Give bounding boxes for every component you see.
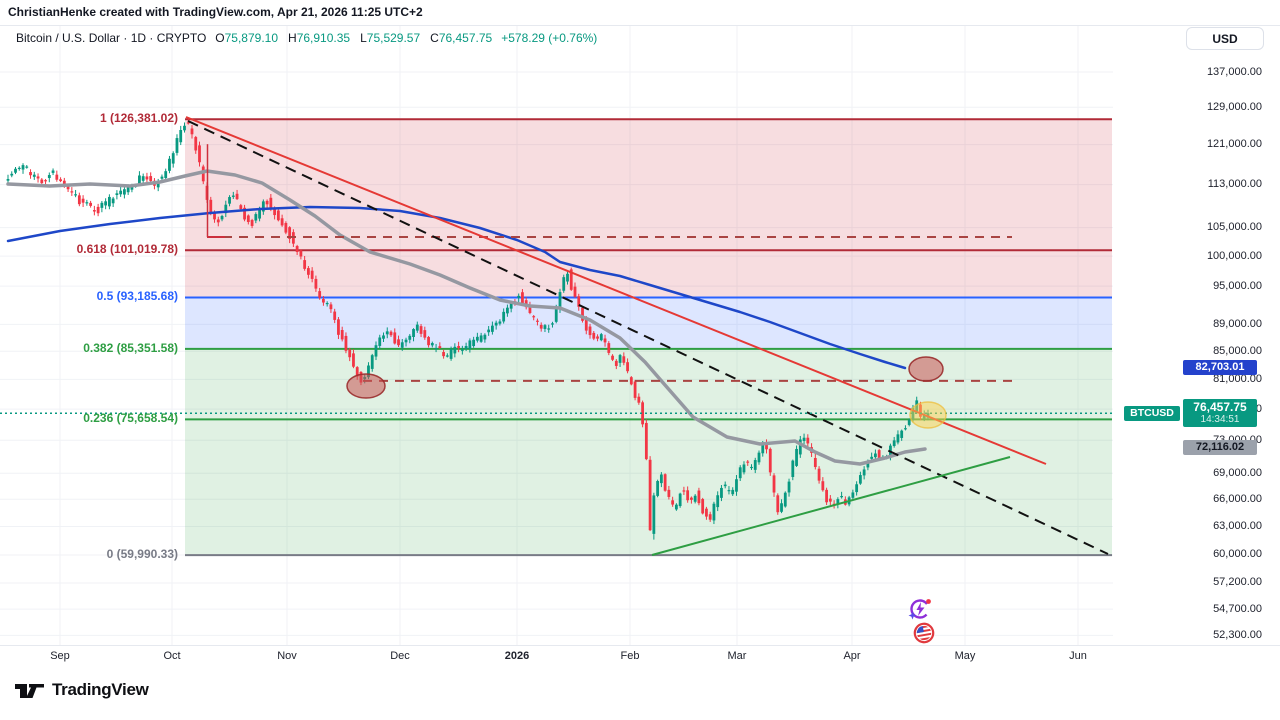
legend-change: +578.29 (+0.76%) — [501, 31, 598, 45]
legend-ohlc-pair: H76,910.35 — [288, 31, 351, 45]
time-tick-label: Mar — [727, 650, 747, 662]
price-tick-label: 89,000.00 — [1213, 317, 1262, 330]
toolbar-divider — [0, 25, 1280, 26]
fib-label-0: 0 (59,990.33) — [106, 547, 178, 562]
price-tick-label: 60,000.00 — [1213, 548, 1262, 561]
tradingview-logo-mark — [15, 684, 44, 698]
price-tick-label: 121,000.00 — [1206, 138, 1262, 151]
time-tick-label: Nov — [277, 650, 297, 662]
price-tick-label: 69,000.00 — [1213, 466, 1262, 479]
price-tick-label: 85,000.00 — [1213, 344, 1262, 357]
legend-ohlc-pair: O75,879.10 — [215, 31, 279, 45]
price-tick-label: 129,000.00 — [1206, 100, 1262, 113]
price-tick-label: 57,200.00 — [1213, 576, 1262, 589]
ma-blue-price-badge: 82,703.01 — [1183, 359, 1257, 375]
us-flag-event-icon[interactable] — [912, 621, 938, 647]
price-tick-label: 81,000.00 — [1213, 372, 1262, 385]
price-tick-label: 137,000.00 — [1206, 65, 1262, 78]
time-tick-label: Jun — [1069, 650, 1087, 662]
lightning-event-glyph — [908, 599, 931, 620]
time-tick-label: Feb — [620, 650, 640, 662]
time-tick-label: Dec — [390, 650, 410, 662]
price-tick-label: 66,000.00 — [1213, 492, 1262, 505]
tradingview-logo[interactable]: TradingView — [14, 678, 149, 702]
current-price-value: 76,457.75 — [1193, 399, 1247, 414]
currency-unit-button[interactable]: USD — [1186, 27, 1264, 50]
legend-ohlc-pair: L75,529.57 — [360, 31, 421, 45]
chart-legend: Bitcoin / U.S. Dollar · 1D · CRYPTO O75,… — [16, 31, 597, 45]
fib-label-0.618: 0.618 (101,019.78) — [76, 242, 178, 257]
price-tick-label: 63,000.00 — [1213, 519, 1262, 532]
time-tick-label: Sep — [50, 650, 70, 662]
price-tick-label: 95,000.00 — [1213, 279, 1262, 292]
price-tick-label: 113,000.00 — [1207, 178, 1262, 191]
current-price-badge: 76,457.75 14:34:51 — [1183, 399, 1257, 428]
symbol-price-tag: BTCUSD — [1124, 405, 1180, 421]
us-flag-glyph — [913, 622, 935, 644]
price-tick-label: 52,300.00 — [1213, 628, 1262, 641]
fib-label-0.382: 0.382 (85,351.58) — [83, 340, 178, 355]
time-tick-label: 2026 — [504, 650, 530, 662]
price-tick-label: 100,000.00 — [1206, 249, 1262, 262]
legend-ohlc-pair: C76,457.75 — [430, 31, 493, 45]
legend-ohlc-values: O75,879.10 H76,910.35 L75,529.57 C76,457.75 — [215, 31, 492, 45]
time-tick-label: May — [954, 650, 976, 662]
time-tick-label: Apr — [843, 650, 861, 662]
fib-label-0.5: 0.5 (93,185.68) — [96, 289, 178, 304]
price-tick-label: 54,700.00 — [1213, 602, 1262, 615]
time-axis-divider — [0, 645, 1280, 646]
fib-label-1: 1 (126,381.02) — [99, 111, 178, 126]
attribution: ChristianHenke created with TradingView.… — [8, 5, 423, 19]
price-tick-label: 105,000.00 — [1206, 221, 1262, 234]
ma-gray-price-badge: 72,116.02 — [1183, 439, 1257, 455]
legend-symbol[interactable]: Bitcoin / U.S. Dollar · 1D · CRYPTO — [16, 31, 207, 45]
lightning-event-icon[interactable] — [908, 597, 934, 623]
bar-countdown: 14:34:51 — [1200, 414, 1240, 426]
time-tick-label: Oct — [163, 650, 181, 662]
fib-label-0.236: 0.236 (75,658.54) — [83, 411, 178, 426]
tradingview-logo-text: TradingView — [52, 680, 149, 699]
